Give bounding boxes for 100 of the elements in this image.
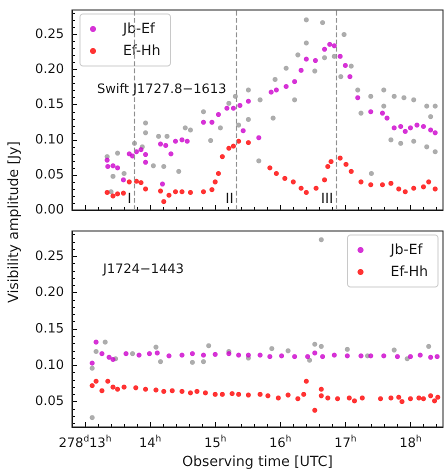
point xyxy=(110,193,116,198)
point xyxy=(209,187,214,192)
point xyxy=(292,354,298,360)
point xyxy=(274,88,279,92)
point xyxy=(138,147,144,152)
point xyxy=(160,182,165,187)
point xyxy=(256,135,262,140)
point xyxy=(328,159,334,164)
point xyxy=(290,179,296,184)
point xyxy=(358,110,364,116)
y-axis-title: Visibility amplitude [Jy] xyxy=(6,141,22,303)
point xyxy=(380,110,385,116)
point xyxy=(216,112,221,118)
point xyxy=(90,383,95,388)
point xyxy=(358,179,364,184)
point xyxy=(134,178,139,184)
point xyxy=(246,98,251,104)
point xyxy=(161,388,166,394)
x-axis-title: Observing time [UTC] xyxy=(182,454,333,470)
point xyxy=(338,74,344,80)
point xyxy=(267,354,272,360)
point xyxy=(99,351,104,356)
point xyxy=(218,125,223,130)
point xyxy=(424,144,430,150)
point xyxy=(408,396,413,402)
point xyxy=(360,395,365,400)
point xyxy=(246,392,251,398)
point xyxy=(344,346,350,352)
point xyxy=(342,62,348,68)
y-tick-label: 0.05 xyxy=(35,167,64,182)
point xyxy=(200,189,206,194)
point xyxy=(110,174,116,179)
point xyxy=(130,351,136,356)
point xyxy=(246,140,251,146)
point xyxy=(212,392,218,397)
point xyxy=(392,94,397,99)
point xyxy=(292,97,298,102)
point xyxy=(396,394,402,400)
point xyxy=(381,104,386,109)
point xyxy=(426,179,432,184)
point xyxy=(411,138,416,144)
point xyxy=(269,346,274,352)
point xyxy=(428,114,434,120)
point xyxy=(424,104,430,109)
point xyxy=(420,184,426,190)
point xyxy=(318,386,324,392)
point xyxy=(190,360,195,365)
point xyxy=(226,146,232,151)
point xyxy=(146,351,152,356)
point xyxy=(94,378,99,384)
point xyxy=(411,97,416,102)
point xyxy=(115,150,120,156)
y-tick-label: 0.10 xyxy=(35,132,64,148)
point xyxy=(267,165,272,170)
point xyxy=(388,137,394,142)
point xyxy=(226,351,232,356)
point xyxy=(432,186,438,192)
point xyxy=(392,125,397,130)
point xyxy=(90,415,95,420)
point xyxy=(298,186,304,191)
point xyxy=(246,116,251,122)
point xyxy=(158,188,164,194)
point xyxy=(226,100,232,106)
point xyxy=(104,190,110,195)
point xyxy=(338,156,343,161)
point xyxy=(348,64,354,69)
ref-line-label: III xyxy=(320,191,334,207)
point xyxy=(416,395,422,400)
point xyxy=(104,158,110,163)
point xyxy=(272,76,278,82)
point xyxy=(246,352,251,358)
point xyxy=(182,125,188,130)
y-tick-label: 0.05 xyxy=(35,394,64,410)
point xyxy=(381,353,386,358)
point xyxy=(158,142,164,147)
point xyxy=(208,138,214,144)
point xyxy=(124,351,129,356)
point xyxy=(352,398,357,404)
point xyxy=(212,352,218,357)
y-tick-label: 0.25 xyxy=(35,248,64,264)
ref-line-label: I xyxy=(127,191,132,207)
point xyxy=(392,348,397,353)
point xyxy=(170,388,175,394)
point xyxy=(276,395,281,400)
point xyxy=(305,354,310,360)
point xyxy=(258,97,263,102)
point xyxy=(120,190,126,196)
point xyxy=(143,386,148,392)
point xyxy=(434,354,440,360)
point xyxy=(120,177,126,182)
point xyxy=(99,388,104,394)
point xyxy=(166,353,172,358)
point xyxy=(432,149,438,154)
point xyxy=(358,353,364,358)
point xyxy=(94,340,99,345)
point xyxy=(216,171,221,176)
point xyxy=(314,186,319,191)
point xyxy=(150,163,156,168)
point xyxy=(164,134,170,139)
point xyxy=(136,352,142,358)
